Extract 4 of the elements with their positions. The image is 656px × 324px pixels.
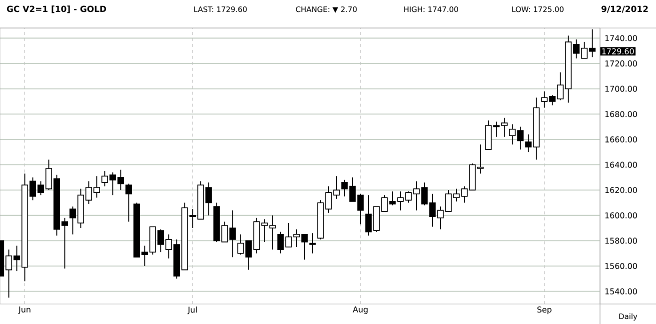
text: 9/12/2012	[601, 6, 648, 13]
candlestick	[125, 183, 132, 222]
chart-title: GC V2=1 [10] - GOLD	[6, 6, 106, 14]
candlestick	[309, 232, 316, 254]
